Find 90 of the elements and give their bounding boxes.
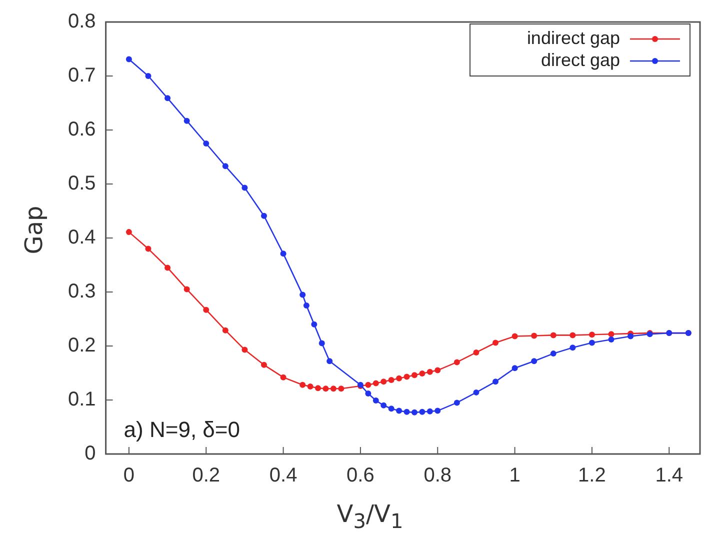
y-tick-label: 0.1 [68,388,96,411]
x-tick-label: 1.2 [578,464,606,487]
point [531,332,538,339]
point [411,372,418,378]
y-tick-label: 0.2 [68,334,96,357]
point [454,359,460,366]
point [261,212,267,219]
point [608,331,614,338]
point [588,332,595,338]
point [628,333,634,340]
point [492,378,499,385]
annotation: a) N=9, δ=0 [124,417,240,442]
point [164,95,171,102]
point [365,390,372,397]
x-tick-label: 0.6 [346,464,374,487]
x-tick-label: 0 [123,464,135,487]
point [280,374,286,380]
point [303,302,310,308]
point [492,340,499,346]
point [242,346,248,353]
point [315,385,322,392]
point [311,321,318,328]
point [404,374,410,380]
point [184,118,190,124]
point [280,250,286,257]
point [126,229,132,236]
point [411,409,418,416]
point [184,286,190,292]
point [126,56,132,62]
point [570,344,576,351]
y-tick-label: 0.8 [68,10,96,33]
point [326,358,333,364]
y-axis-title: Gap [20,206,48,254]
point [426,368,433,375]
y-tick-label: 0.5 [68,172,96,195]
x-axis-title: V$_{3}$/V$_{1}$ [336,500,404,533]
point [388,377,394,384]
legend-label: indirect gap [526,28,620,48]
x-tick-label: 0.4 [269,464,298,487]
point [222,163,228,170]
point [404,408,410,415]
point [380,378,387,385]
x-tick-label: 0.2 [192,464,220,487]
point [372,398,379,404]
point [365,382,372,388]
point [419,408,426,415]
point [473,349,480,356]
point [396,408,402,414]
y-tick-label: 0.4 [68,226,96,249]
point [242,184,248,191]
point [419,370,426,377]
point [330,386,336,392]
point [550,350,556,357]
point [145,73,152,79]
point [588,340,595,346]
point [222,327,228,334]
point [203,306,210,313]
y-tick-label: 0.6 [68,118,96,141]
point [570,332,576,338]
point [307,384,314,390]
point [338,386,344,392]
point [512,365,518,372]
point [164,264,171,271]
point [322,386,329,392]
point [145,246,152,252]
point [318,340,325,346]
x-tick-label: 0.8 [424,464,452,487]
point [372,380,379,386]
point [512,333,518,340]
point [396,375,402,382]
y-tick-label: 0.7 [68,64,96,87]
y-tick-label: 0.3 [68,280,96,303]
point [380,402,387,408]
point [473,389,480,396]
x-tick-label: 1.4 [655,464,684,487]
point [608,336,614,343]
point [388,406,394,412]
point [300,382,306,388]
point [426,408,433,414]
x-tick-label: 1 [509,464,520,487]
point [550,332,556,338]
point [300,292,306,298]
y-tick-label: 0 [84,442,96,465]
point [434,367,441,374]
point [531,358,538,364]
point [434,408,441,414]
point [261,362,267,368]
point [454,400,460,406]
point [203,140,210,146]
legend-label: direct gap [540,50,620,70]
